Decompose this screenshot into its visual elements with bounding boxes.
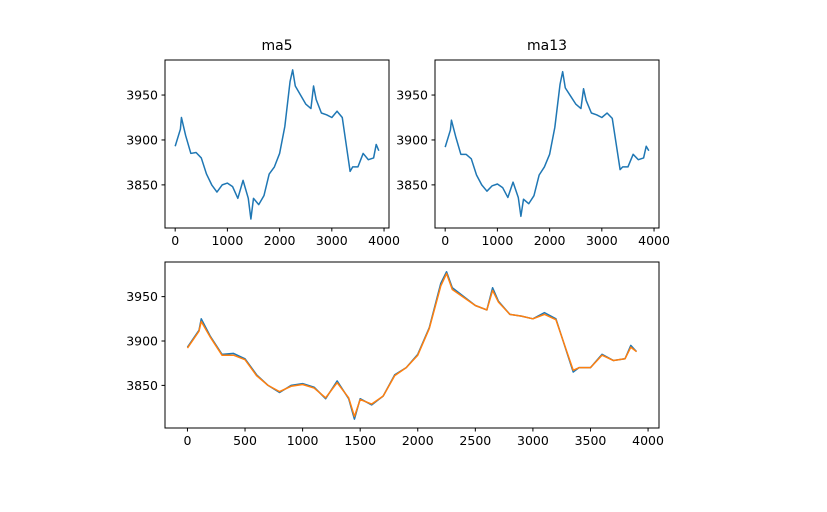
- data-line: [186, 272, 638, 418]
- x-tick-label: 1000: [287, 433, 319, 448]
- x-tick-label: 3500: [575, 433, 607, 448]
- axes-frame: [164, 59, 390, 229]
- x-tick-label: 1500: [344, 433, 376, 448]
- plot-area: [174, 69, 380, 220]
- x-tick-label: 0: [183, 433, 191, 448]
- x-tick-label: 0: [441, 233, 449, 248]
- subplot: 0 1000 2000 3000 4000 3850 3900 3950 ma13: [396, 38, 670, 248]
- data-line: [174, 69, 380, 220]
- x-tick-label: 2000: [402, 433, 434, 448]
- y-tick-label: 3900: [126, 132, 158, 147]
- x-tick-label: 500: [233, 433, 257, 448]
- x-tick-label: 1000: [211, 233, 243, 248]
- x-tick-label: 3000: [586, 233, 618, 248]
- subplot: 0 1000 2000 3000 4000 3850 3900 3950 ma5: [126, 38, 400, 248]
- data-line: [444, 70, 650, 218]
- x-tick-label: 2000: [264, 233, 296, 248]
- y-tick-label: 3950: [396, 88, 428, 103]
- y-tick-label: 3850: [126, 378, 158, 393]
- y-tick-label: 3950: [126, 88, 158, 103]
- x-tick-label: 4000: [638, 233, 670, 248]
- x-tick-label: 3000: [316, 233, 348, 248]
- subplot-title: ma13: [527, 38, 567, 54]
- data-line: [186, 271, 638, 420]
- axes-frame: [164, 261, 660, 429]
- y-tick-label: 3950: [126, 289, 158, 304]
- x-tick-label: 0: [171, 233, 179, 248]
- x-tick-label: 3000: [517, 433, 549, 448]
- x-tick-label: 1000: [481, 233, 513, 248]
- x-tick-label: 4000: [632, 433, 664, 448]
- y-tick-label: 3900: [396, 132, 428, 147]
- y-tick-label: 3850: [396, 177, 428, 192]
- x-tick-label: 4000: [368, 233, 400, 248]
- x-tick-label: 2000: [534, 233, 566, 248]
- plot-area: [186, 271, 638, 420]
- subplot: 0 500 1000 1500 2000 2500 3000 3500 4000 3850 3900…: [126, 261, 664, 448]
- y-tick-label: 3850: [126, 177, 158, 192]
- x-tick-label: 2500: [459, 433, 491, 448]
- y-tick-label: 3900: [126, 334, 158, 349]
- axes-frame: [434, 59, 660, 229]
- subplot-title: ma5: [261, 38, 292, 54]
- plot-area: [444, 70, 650, 218]
